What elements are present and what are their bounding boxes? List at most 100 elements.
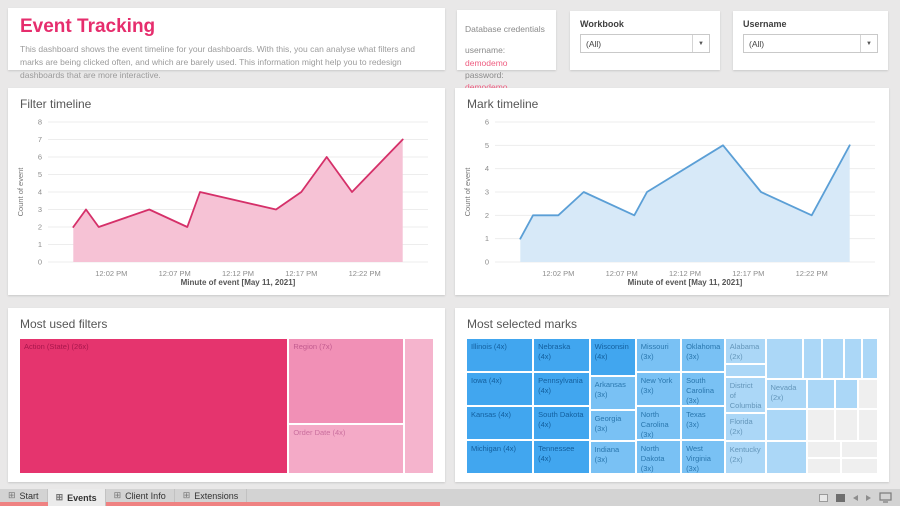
treemap-cell[interactable] — [834, 378, 858, 409]
tab-start[interactable]: ⊞ Start — [0, 489, 48, 502]
dashboard-grid-icon: ⊞ — [55, 492, 64, 502]
treemap-cell-texas-3x[interactable]: Texas (3x) — [681, 406, 725, 440]
treemap-cell[interactable] — [806, 457, 841, 474]
most-used-filters-treemap: Action (State) (26x) Region (7x) Order Dat… — [19, 338, 434, 474]
presentation-mode-icon[interactable] — [879, 492, 892, 503]
treemap-cell-south-carolina-3x[interactable]: South Carolina (3x) — [681, 372, 725, 406]
tab-extensions[interactable]: ⊞ Extensions — [174, 489, 248, 502]
tab-start-label: Start — [19, 490, 39, 501]
treemap-cell[interactable] — [765, 441, 807, 474]
header-panel: Event Tracking This dashboard shows the … — [8, 8, 445, 80]
treemap-cell[interactable] — [724, 363, 766, 378]
svg-text:12:12 PM: 12:12 PM — [669, 269, 701, 278]
filter-timeline-chart[interactable]: 0 1 2 3 4 5 6 7 8 12:02 PM 12:07 PM 12:12 PM 12:17 P… — [14, 114, 435, 293]
treemap-cell[interactable] — [806, 408, 835, 442]
treemap-cell-new-york-3x[interactable]: New York (3x) — [635, 372, 682, 406]
treemap-cell-region-7x[interactable]: Region (7x) — [288, 338, 404, 424]
treemap-cell[interactable] — [840, 457, 878, 474]
credentials-password-row: password: demodemo — [465, 69, 548, 94]
filmstrip-icon[interactable] — [819, 493, 828, 502]
mark-timeline-chart[interactable]: 0 1 2 3 4 5 6 12:02 PM 12:07 PM 12:12 PM 12:17 PM 1… — [461, 114, 882, 293]
svg-text:6: 6 — [38, 153, 42, 162]
credentials-username-row: username: demodemo — [465, 44, 548, 69]
previous-tab-icon[interactable] — [853, 494, 858, 501]
sheet-tabs: ⊞ Start ⊞ Events ⊞ Client Info ⊞ Extensi… — [0, 489, 248, 506]
page-title: Event Tracking — [20, 16, 156, 37]
svg-text:12:22 PM: 12:22 PM — [796, 269, 828, 278]
svg-text:6: 6 — [485, 118, 489, 127]
treemap-cell-michigan-4x[interactable]: Michigan (4x) — [466, 440, 534, 474]
most-used-filters-panel: Most used filters Action (State) (26x) Re… — [8, 308, 445, 482]
treemap-cell-kentucky-2x[interactable]: Kentucky (2x) — [724, 441, 766, 474]
treemap-cell-north-dakota-3x[interactable]: North Dakota (3x) — [635, 440, 682, 474]
svg-text:1: 1 — [38, 240, 42, 249]
svg-text:3: 3 — [485, 188, 489, 197]
chevron-down-icon: ▼ — [692, 35, 709, 52]
tab-events-label: Events — [67, 492, 97, 503]
treemap-cell-alabama-2x[interactable]: Alabama (2x) — [724, 338, 766, 364]
chevron-down-icon: ▼ — [860, 35, 877, 52]
treemap-cell[interactable] — [840, 441, 878, 458]
svg-text:3: 3 — [38, 205, 42, 214]
tab-underline — [0, 502, 440, 506]
treemap-cell-nevada-2x[interactable]: Nevada (2x) — [765, 378, 807, 409]
treemap-cell[interactable] — [765, 338, 804, 379]
most-used-filters-title: Most used filters — [20, 317, 108, 331]
treemap-cell-south-dakota-4x[interactable]: South Dakota (4x) — [533, 406, 590, 440]
treemap-cell-nebraska-4x[interactable]: Nebraska (4x) — [533, 338, 590, 372]
most-selected-marks-treemap: Illinois (4x) Iowa (4x) Kansas (4x) Michiga… — [466, 338, 878, 474]
treemap-cell[interactable] — [822, 338, 844, 379]
password-label: password: — [465, 69, 504, 80]
most-selected-marks-title: Most selected marks — [467, 317, 578, 331]
treemap-cell[interactable] — [803, 338, 823, 379]
treemap-cell[interactable] — [806, 441, 841, 458]
svg-text:2: 2 — [485, 211, 489, 220]
treemap-cell-missouri-3x[interactable]: Missouri (3x) — [635, 338, 682, 372]
username-dropdown-value: (All) — [749, 38, 765, 49]
treemap-cell-order-date-4x[interactable]: Order Date (4x) — [288, 423, 404, 474]
treemap-cell-north-carolina-3x[interactable]: North Carolina (3x) — [635, 406, 682, 440]
treemap-cell[interactable] — [843, 338, 862, 379]
workbook-filter-label: Workbook — [580, 19, 624, 29]
treemap-cell[interactable] — [806, 378, 835, 409]
treemap-cell-oklahoma-3x[interactable]: Oklahoma (3x) — [681, 338, 725, 372]
treemap-cell[interactable] — [834, 408, 858, 442]
treemap-cell[interactable] — [403, 338, 434, 474]
treemap-cell[interactable] — [861, 338, 878, 379]
next-tab-icon[interactable] — [866, 494, 871, 501]
treemap-cell-arkansas-3x[interactable]: Arkansas (3x) — [589, 376, 636, 411]
treemap-cell-iowa-4x[interactable]: Iowa (4x) — [466, 372, 534, 406]
svg-text:7: 7 — [38, 135, 42, 144]
show-tabs-icon[interactable] — [836, 493, 845, 502]
dashboard-grid-icon: ⊞ — [8, 490, 16, 500]
svg-text:12:07 PM: 12:07 PM — [606, 269, 638, 278]
treemap-cell[interactable] — [857, 378, 878, 409]
workbook-dropdown[interactable]: (All) ▼ — [580, 34, 710, 53]
treemap-cell-west-virginia-3x[interactable]: West Virginia (3x) — [681, 440, 725, 474]
treemap-cell-illinois-4x[interactable]: Illinois (4x) — [466, 338, 534, 372]
treemap-cell-pennsylvania-4x[interactable]: Pennsylvania (4x) — [533, 372, 590, 406]
username-dropdown[interactable]: (All) ▼ — [743, 34, 878, 53]
svg-text:1: 1 — [485, 234, 489, 243]
svg-text:Count of event: Count of event — [16, 167, 25, 217]
treemap-cell[interactable] — [765, 408, 807, 442]
window-controls — [819, 492, 892, 503]
svg-text:12:02 PM: 12:02 PM — [95, 269, 127, 278]
treemap-cell-florida-2x[interactable]: Florida (2x) — [724, 412, 766, 442]
tab-client-info-label: Client Info — [125, 490, 166, 501]
treemap-cell[interactable] — [857, 408, 878, 442]
svg-text:4: 4 — [38, 188, 42, 197]
treemap-cell-tennessee-4x[interactable]: Tennessee (4x) — [533, 440, 590, 474]
treemap-cell-kansas-4x[interactable]: Kansas (4x) — [466, 406, 534, 440]
svg-text:Count of event: Count of event — [463, 167, 472, 217]
treemap-cell-wisconsin-4x[interactable]: Wisconsin (4x) — [589, 338, 636, 377]
username-value: demodemo — [465, 57, 508, 68]
tab-events[interactable]: ⊞ Events — [47, 489, 106, 506]
treemap-cell-district-of-columbia[interactable]: District of Columbia — [724, 377, 766, 413]
treemap-cell-indiana-3x[interactable]: Indiana (3x) — [589, 441, 636, 474]
page-description: This dashboard shows the event timeline … — [20, 44, 415, 81]
tab-client-info[interactable]: ⊞ Client Info — [105, 489, 175, 502]
workbook-filter-panel: Workbook (All) ▼ — [570, 11, 720, 70]
treemap-cell-georgia-3x[interactable]: Georgia (3x) — [589, 410, 636, 442]
treemap-cell-action-state-26x[interactable]: Action (State) (26x) — [19, 338, 289, 474]
